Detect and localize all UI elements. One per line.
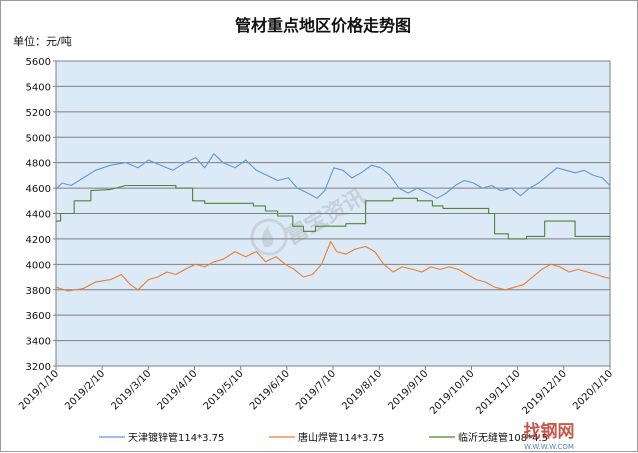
- site-watermark-url: W.W.W.W.COM: [524, 443, 574, 451]
- y-tick-label: 5400: [26, 82, 51, 93]
- y-tick-label: 5200: [26, 108, 51, 119]
- x-tick-label: 2019/12/10: [520, 368, 569, 417]
- series-line-1: [55, 240, 611, 292]
- y-tick-label: 3800: [26, 286, 51, 297]
- x-tick-label: 2019/3/10: [109, 368, 153, 412]
- y-tick-label: 3200: [26, 362, 51, 373]
- fubao-flame-logo: [250, 218, 288, 256]
- site-watermark: 找钢网 W.W.W.W.COM: [524, 421, 575, 451]
- x-tick-label: 2019/10/10: [428, 368, 477, 417]
- x-tick-label: 2019/7/10: [294, 368, 338, 412]
- x-tick-label: 2019/1/10: [17, 368, 61, 412]
- y-tick-label: 4800: [26, 159, 51, 170]
- x-tick-label: 2019/4/10: [156, 368, 200, 412]
- y-tick-label: 5600: [26, 57, 51, 68]
- series-lines: [55, 153, 611, 292]
- unit-label: 单位：元/吨: [13, 34, 72, 48]
- x-tick-label: 2019/5/10: [202, 368, 246, 412]
- legend: 天津镀锌管114*3.75 唐山焊管114*3.75 临沂无缝管108*4.5: [99, 431, 548, 444]
- grid-lines: [56, 85, 610, 342]
- chart-title: 管材重点地区价格走势图: [235, 16, 411, 35]
- y-tick-label: 4600: [26, 184, 51, 195]
- x-tick-label: 2019/2/10: [63, 368, 107, 412]
- y-axis-ticks: 3200 3400 3600 3800 4000 4200 4400 4600 4800 5000…: [26, 57, 56, 373]
- y-tick-label: 4000: [26, 260, 51, 271]
- x-tick-label: 2019/8/10: [340, 368, 384, 412]
- series-line-0: [55, 153, 611, 199]
- legend-label-2: 临沂无缝管108*4.5: [458, 431, 548, 444]
- x-tick-label: 2019/9/10: [386, 368, 430, 412]
- x-axis-ticks: 2019/1/10 2019/2/10 2019/3/10 2019/4/10 2019…: [17, 366, 615, 417]
- y-tick-label: 3400: [26, 337, 51, 348]
- y-tick-label: 4400: [26, 210, 51, 221]
- y-tick-label: 3600: [26, 311, 51, 322]
- legend-label-1: 唐山焊管114*3.75: [298, 431, 384, 444]
- y-tick-label: 4200: [26, 235, 51, 246]
- x-tick-label: 2019/6/10: [248, 368, 292, 412]
- site-watermark-text: 找钢网: [524, 421, 575, 442]
- x-tick-label: 2019/11/10: [474, 368, 523, 417]
- y-tick-label: 5000: [26, 133, 51, 144]
- series-line-2: [56, 184, 610, 240]
- legend-label-0: 天津镀锌管114*3.75: [128, 431, 224, 444]
- x-tick-label: 2020/1/10: [571, 368, 615, 412]
